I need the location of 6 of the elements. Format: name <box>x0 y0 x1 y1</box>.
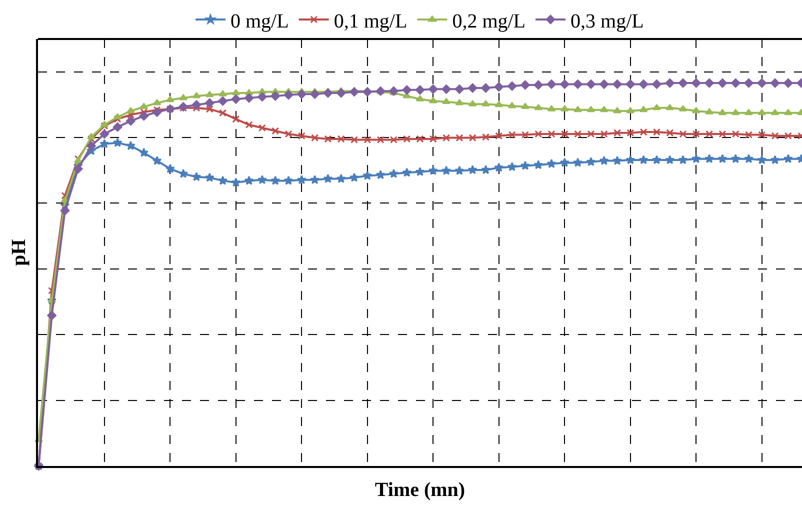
legend-label: 0,2 mg/L <box>452 10 526 32</box>
legend-label: 0,3 mg/L <box>570 10 644 32</box>
x-axis-title: Time (mn) <box>374 479 466 501</box>
legend-label: 0 mg/L <box>230 10 289 32</box>
y-axis-title: pH <box>8 238 30 266</box>
legend-label: 0,1 mg/L <box>334 10 408 32</box>
